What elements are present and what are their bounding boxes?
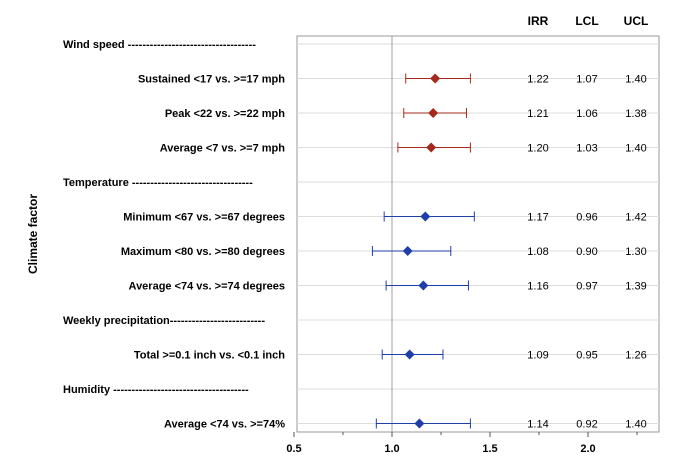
value-columns: IRR LCL UCL 1.22 1.07 1.40 1.21 1.06 1.38 1.20 1.0…	[527, 14, 648, 431]
row-label: Average <7 vs. >=7 mph	[160, 143, 286, 155]
irr-value: 1.20	[527, 143, 548, 155]
ucl-value: 1.40	[625, 143, 646, 155]
column-header-irr: IRR	[528, 14, 549, 28]
group-header-label: Temperature ----------------------------…	[63, 177, 253, 189]
group-header-label: Wind speed -----------------------------…	[63, 39, 256, 51]
column-header-ucl: UCL	[624, 14, 649, 28]
row-label: Average <74 vs. >=74 degrees	[129, 281, 285, 293]
x-tick-label: 2.0	[580, 443, 595, 455]
irr-value: 1.14	[527, 419, 548, 431]
group-header-label: Humidity -------------------------------…	[63, 384, 249, 396]
irr-point-marker	[414, 418, 425, 429]
row-label: Average <74 vs. >=74%	[164, 419, 285, 431]
row-label: Maximum <80 vs. >=80 degrees	[121, 246, 285, 258]
grid-lines	[297, 43, 659, 424]
row-labels: Wind speed -----------------------------…	[63, 39, 285, 431]
irr-value: 1.21	[527, 108, 548, 120]
x-tick-label: 1.5	[482, 443, 497, 455]
lcl-value: 0.90	[576, 246, 597, 258]
irr-point-marker	[426, 142, 437, 153]
column-header-lcl: LCL	[575, 14, 598, 28]
ucl-value: 1.38	[625, 108, 646, 120]
x-tick-label: 1.0	[384, 443, 399, 455]
x-tick-label: 0.5	[286, 443, 301, 455]
confidence-intervals	[371, 73, 475, 429]
ucl-value: 1.39	[625, 281, 646, 293]
irr-point-marker	[404, 349, 415, 360]
row-label: Minimum <67 vs. >=67 degrees	[123, 212, 285, 224]
lcl-value: 1.07	[576, 74, 597, 86]
irr-point-marker	[428, 108, 439, 118]
irr-point-marker	[418, 280, 429, 291]
lcl-value: 1.06	[576, 108, 597, 120]
lcl-value: 0.96	[576, 212, 597, 224]
lcl-value: 0.97	[576, 281, 597, 293]
row-label: Total >=0.1 inch vs. <0.1 inch	[134, 350, 285, 362]
group-header-label: Weekly precipitation--------------------…	[63, 315, 265, 327]
irr-value: 1.16	[527, 281, 548, 293]
ucl-value: 1.30	[625, 246, 646, 258]
irr-value: 1.22	[527, 74, 548, 86]
irr-point-marker	[430, 73, 441, 84]
ucl-value: 1.40	[625, 74, 646, 86]
irr-value: 1.09	[527, 350, 548, 362]
irr-point-marker	[402, 246, 413, 256]
y-axis-label: Climate factor	[26, 194, 40, 274]
irr-value: 1.08	[527, 246, 548, 258]
plot-frame	[296, 35, 660, 433]
row-label: Sustained <17 vs. >=17 mph	[138, 74, 285, 86]
ucl-value: 1.42	[625, 212, 646, 224]
lcl-value: 0.95	[576, 350, 597, 362]
ucl-value: 1.40	[625, 419, 646, 431]
irr-value: 1.17	[527, 212, 548, 224]
x-axis: 0.5 1.0 1.5 2.0	[286, 432, 638, 455]
irr-point-marker	[420, 211, 431, 222]
lcl-value: 1.03	[576, 143, 597, 155]
lcl-value: 0.92	[576, 419, 597, 431]
row-label: Peak <22 vs. >=22 mph	[165, 108, 285, 120]
ucl-value: 1.26	[625, 350, 646, 362]
